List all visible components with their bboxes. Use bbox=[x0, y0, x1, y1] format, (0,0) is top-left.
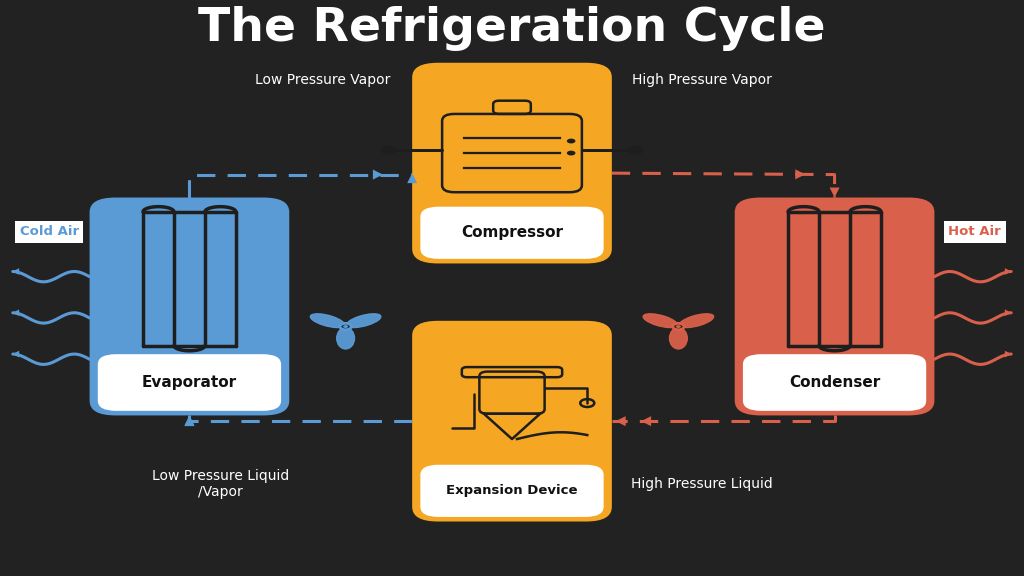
Text: High Pressure Vapor: High Pressure Vapor bbox=[632, 73, 771, 87]
Text: Evaporator: Evaporator bbox=[142, 375, 237, 390]
Text: Low Pressure Liquid
/Vapor: Low Pressure Liquid /Vapor bbox=[152, 469, 289, 499]
Text: The Refrigeration Cycle: The Refrigeration Cycle bbox=[199, 6, 825, 51]
Circle shape bbox=[629, 146, 643, 154]
Ellipse shape bbox=[310, 314, 344, 328]
Circle shape bbox=[381, 146, 395, 154]
Text: Cold Air: Cold Air bbox=[19, 225, 79, 238]
Text: Compressor: Compressor bbox=[461, 225, 563, 240]
Ellipse shape bbox=[337, 328, 354, 349]
Circle shape bbox=[676, 325, 681, 328]
FancyBboxPatch shape bbox=[412, 63, 611, 263]
Circle shape bbox=[567, 139, 575, 143]
Circle shape bbox=[673, 323, 684, 329]
FancyBboxPatch shape bbox=[90, 198, 289, 415]
FancyBboxPatch shape bbox=[420, 207, 603, 259]
Ellipse shape bbox=[680, 314, 714, 328]
Text: Hot Air: Hot Air bbox=[948, 225, 1001, 238]
FancyBboxPatch shape bbox=[412, 321, 611, 521]
Text: Low Pressure Vapor: Low Pressure Vapor bbox=[255, 73, 390, 87]
Text: Condenser: Condenser bbox=[788, 375, 881, 390]
Text: Expansion Device: Expansion Device bbox=[446, 484, 578, 497]
Text: High Pressure Liquid: High Pressure Liquid bbox=[631, 478, 772, 491]
FancyBboxPatch shape bbox=[734, 198, 934, 415]
Circle shape bbox=[340, 323, 351, 329]
Ellipse shape bbox=[670, 328, 687, 349]
Ellipse shape bbox=[643, 314, 677, 328]
Circle shape bbox=[343, 325, 348, 328]
Ellipse shape bbox=[347, 314, 381, 328]
FancyBboxPatch shape bbox=[742, 354, 926, 411]
FancyBboxPatch shape bbox=[98, 354, 281, 411]
FancyBboxPatch shape bbox=[420, 465, 603, 517]
Circle shape bbox=[567, 151, 575, 156]
